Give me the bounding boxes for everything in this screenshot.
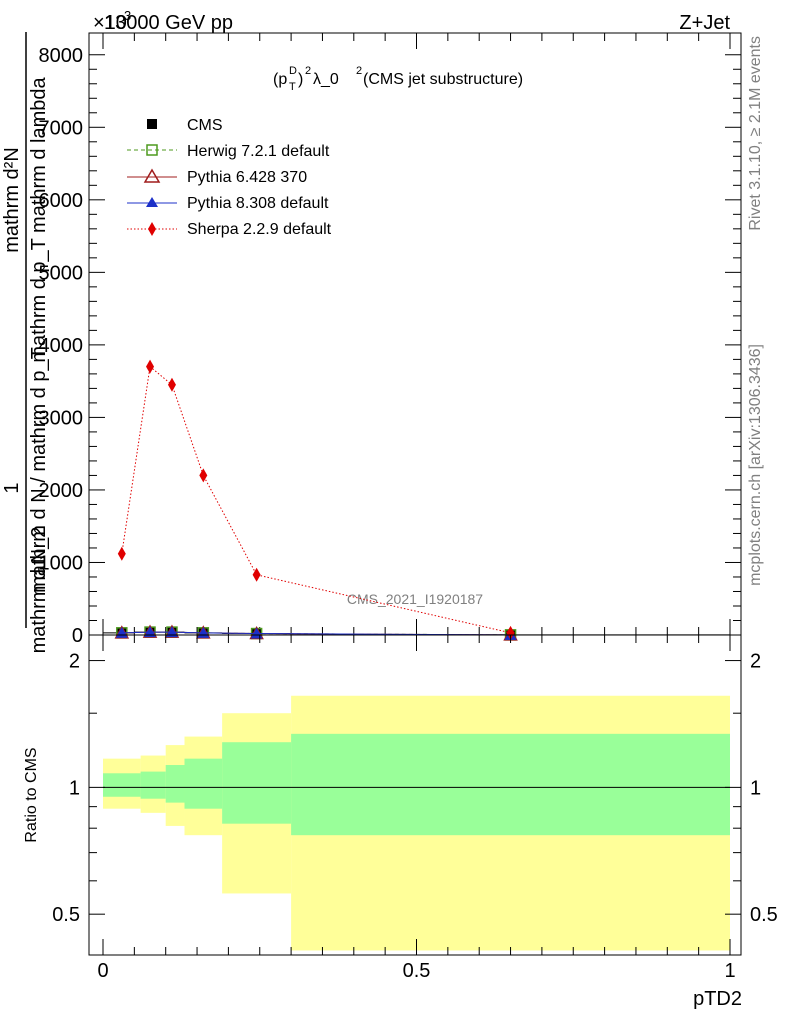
ylabel-denominator-2: mathrm d N_2 [28,527,50,654]
ratio-ytick-label-right: 1 [750,777,761,799]
data-point-sherpa [117,546,126,561]
ratio-plot-frame [88,634,742,956]
plot-title: (p D T ) 2 λ_0 2 (CMS jet substructure) [273,65,523,93]
main-ytick-label: 5000 [39,262,84,284]
ratio-ytick-label: 2 [69,651,80,673]
main-ytick-label: 1000 [39,552,84,574]
ratio-ylabel: Ratio to CMS [23,747,40,842]
legend-pythia6-marker [143,168,161,183]
ratio-xtick-label: 1 [724,960,735,982]
process-label: Z+Jet [679,12,730,34]
legend-herwig: Herwig 7.2.1 default [127,143,330,160]
series-line-sherpa [121,365,511,634]
legend: CMS Herwig 7.2.1 default Pythia 6.428 37… [127,117,332,238]
main-ytick-label: 2000 [39,480,84,502]
ratio-bands [103,695,730,951]
main-ytick-label: 7000 [39,117,84,139]
legend-cms-marker [147,119,157,129]
ratio-band-inner [184,758,223,809]
ratio-ytick-label-right: 0.5 [750,904,778,926]
exponent-label: ×10 [93,12,127,34]
main-ylabel: 1 mathrm d²N mathrm d p_T mathrm d lambd… [1,32,50,653]
analysis-watermark: CMS_2021_I1920187 [347,591,483,607]
title-close: ) [298,71,303,88]
main-ytick-label: 0 [72,625,83,647]
legend-pythia8-label: Pythia 8.308 default [187,195,329,212]
energy-label: 13000 GeV pp [104,12,233,34]
legend-cms: CMS [147,117,223,134]
mcplots-label: mcplots.cern.ch [arXiv:1306.3436] [747,344,764,586]
ylabel-numerator-2: mathrm d p_T mathrm d lambda [28,76,50,362]
title-sup-2: 2 [305,65,311,77]
ylabel-denominator: mathrm d N / mathrm d p_T [28,347,50,593]
ylabel-one: 1 [1,482,23,493]
data-point-sherpa [506,625,515,640]
data-point-sherpa [146,359,155,374]
main-ytick-label: 6000 [39,190,84,212]
ratio-xtick-label: 0.5 [403,960,431,982]
main-ytick-label: 8000 [39,45,84,67]
data-point-sherpa [252,567,261,582]
rivet-label: Rivet 3.1.10, ≥ 2.1M events [747,36,764,231]
data-point-pythia8 [165,626,178,638]
ratio-ytick-label-right: 2 [750,651,761,673]
title-open: (p [273,71,287,88]
ratio-xtick-label: 0 [97,960,108,982]
legend-pythia6-label: Pythia 6.428 370 [187,169,307,186]
legend-herwig-label: Herwig 7.2.1 default [187,143,330,160]
legend-herwig-marker [146,144,158,156]
ratio-xlabel: pTD2 [693,988,742,1010]
ratio-ytick-label: 1 [69,777,80,799]
legend-cms-label: CMS [187,117,223,134]
data-point-sherpa [167,377,176,392]
legend-pythia8: Pythia 8.308 default [127,195,329,212]
ratio-band-inner [222,742,292,824]
main-ytick-label: 4000 [39,335,84,357]
title-sub-t: T [289,81,296,93]
title-sup-d: D [289,65,297,77]
ratio-band-inner [103,773,141,797]
legend-pythia6: Pythia 6.428 370 [127,168,307,186]
legend-sherpa: Sherpa 2.2.9 default [127,221,332,238]
ratio-ytick-label: 0.5 [52,904,80,926]
legend-pythia8-marker [146,197,158,207]
title-sup-2b: 2 [356,65,362,77]
ratio-band-inner [165,765,185,803]
main-y-axis: 0 1000 2000 3000 4000 5000 6000 7000 8000 [39,45,741,647]
ratio-x-axis: 0 0.5 1 [97,635,736,982]
title-tail: (CMS jet substructure) [363,71,523,88]
ratio-band-inner [140,771,166,799]
legend-sherpa-marker [148,222,156,236]
ratio-y-axis: 0.5 0.5 1 1 2 2 [52,651,778,927]
title-lambda: λ_0 [313,71,339,88]
series-line-pythia8 [121,631,511,636]
exponent-power: 3 [124,8,131,23]
legend-sherpa-label: Sherpa 2.2.9 default [187,221,332,238]
main-ytick-label: 3000 [39,407,84,429]
ratio-band-inner [291,733,730,836]
ylabel-numerator: mathrm d²N [1,147,23,253]
data-point-pythia8 [144,626,157,638]
data-point-sherpa [199,468,208,483]
